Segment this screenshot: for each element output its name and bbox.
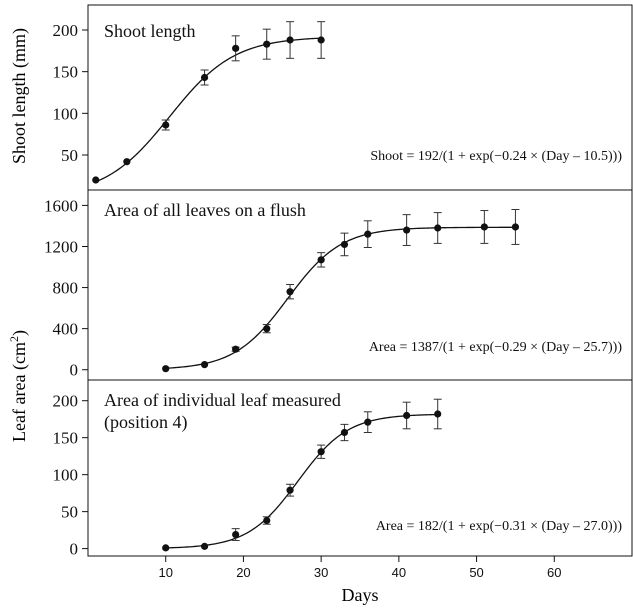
y-tick-label: 200 <box>53 21 79 40</box>
data-point <box>317 36 325 44</box>
data-point <box>263 516 271 525</box>
data-point <box>232 530 240 539</box>
data-point <box>340 428 349 437</box>
y-tick-label: 150 <box>53 63 79 82</box>
data-point <box>92 176 100 184</box>
fitted-curve <box>95 37 322 183</box>
y-tick-label: 100 <box>53 466 79 485</box>
panel-title-line: Shoot length <box>104 21 196 41</box>
data-point <box>162 544 170 552</box>
x-tick-label: 60 <box>547 565 561 580</box>
data-point <box>286 36 294 44</box>
panel-title: Area of all leaves on a flush <box>104 200 306 220</box>
data-point <box>434 224 442 232</box>
data-point <box>162 121 170 129</box>
y-tick-label: 50 <box>61 146 78 165</box>
data-point <box>162 365 170 373</box>
x-tick-label: 40 <box>392 565 406 580</box>
panel-2: 0 400 800 1200 1600 Area of all leaves on a f… <box>44 189 633 381</box>
data-point <box>232 345 240 353</box>
panel-frame <box>87 379 633 557</box>
x-axis: 10 20 30 40 50 60 <box>158 556 562 580</box>
fit-equation: Area = 182/(1 + exp(−0.31 × (Day – 27.0)… <box>376 519 623 534</box>
data-point <box>200 542 209 550</box>
y-tick-label: 200 <box>53 392 79 411</box>
x-tick-label: 30 <box>314 565 328 580</box>
fitted-curve <box>165 226 516 369</box>
fitted-curve <box>165 413 438 549</box>
y-tick-label: 50 <box>61 503 78 522</box>
y-tick-label: 150 <box>53 429 79 448</box>
panel-title-line: (position 4) <box>104 412 188 433</box>
data-point <box>511 223 520 231</box>
leaf-area-axis-label: Leaf area (cm2) <box>7 330 30 442</box>
data-point <box>340 240 349 249</box>
x-tick-label: 20 <box>236 565 250 580</box>
data-point <box>364 418 372 426</box>
panel-title: Area of individual leaf measured (positio… <box>104 390 341 433</box>
data-point <box>317 448 325 456</box>
y-tick-label: 0 <box>70 361 79 380</box>
shoot-length-axis-label: Shoot length (mm) <box>9 28 30 164</box>
data-point <box>286 288 294 296</box>
data-point <box>200 73 209 82</box>
data-point <box>403 226 411 234</box>
data-point <box>232 44 240 52</box>
data-point <box>123 158 131 166</box>
panel-1: 50 100 150 200 Shoot length Shoot = 192/(1 + … <box>53 4 633 191</box>
y-tick-label: 0 <box>70 540 79 559</box>
fit-equation: Area = 1387/(1 + exp(−0.29 × (Day – 25.7… <box>369 340 623 355</box>
y-tick-label: 1200 <box>44 237 78 256</box>
data-point <box>403 411 411 420</box>
panel-title-line: Area of individual leaf measured <box>104 390 341 410</box>
data-point <box>317 256 325 264</box>
panels: 50 100 150 200 Shoot length Shoot = 192/(1 + … <box>44 4 633 559</box>
panel-title: Shoot length <box>104 21 196 41</box>
data-point <box>434 410 442 418</box>
y-tick-label: 800 <box>53 279 79 298</box>
data-point <box>364 230 372 238</box>
x-tick-label: 50 <box>469 565 483 580</box>
data-point <box>286 486 294 494</box>
data-point <box>200 360 209 369</box>
data-point <box>263 40 271 48</box>
data-point <box>480 223 488 231</box>
panel-3: 0 50 100 150 200 Area of individual leaf meas… <box>53 379 633 559</box>
y-tick-label: 1600 <box>44 196 78 215</box>
y-tick-label: 400 <box>53 320 79 339</box>
x-axis-title: Days <box>342 585 379 605</box>
fit-equation: Shoot = 192/(1 + exp(−0.24 × (Day – 10.5… <box>370 149 622 164</box>
x-tick-label: 10 <box>158 565 172 580</box>
panel-title-line: Area of all leaves on a flush <box>104 200 306 220</box>
data-point <box>263 325 271 333</box>
y-tick-label: 100 <box>53 104 79 123</box>
